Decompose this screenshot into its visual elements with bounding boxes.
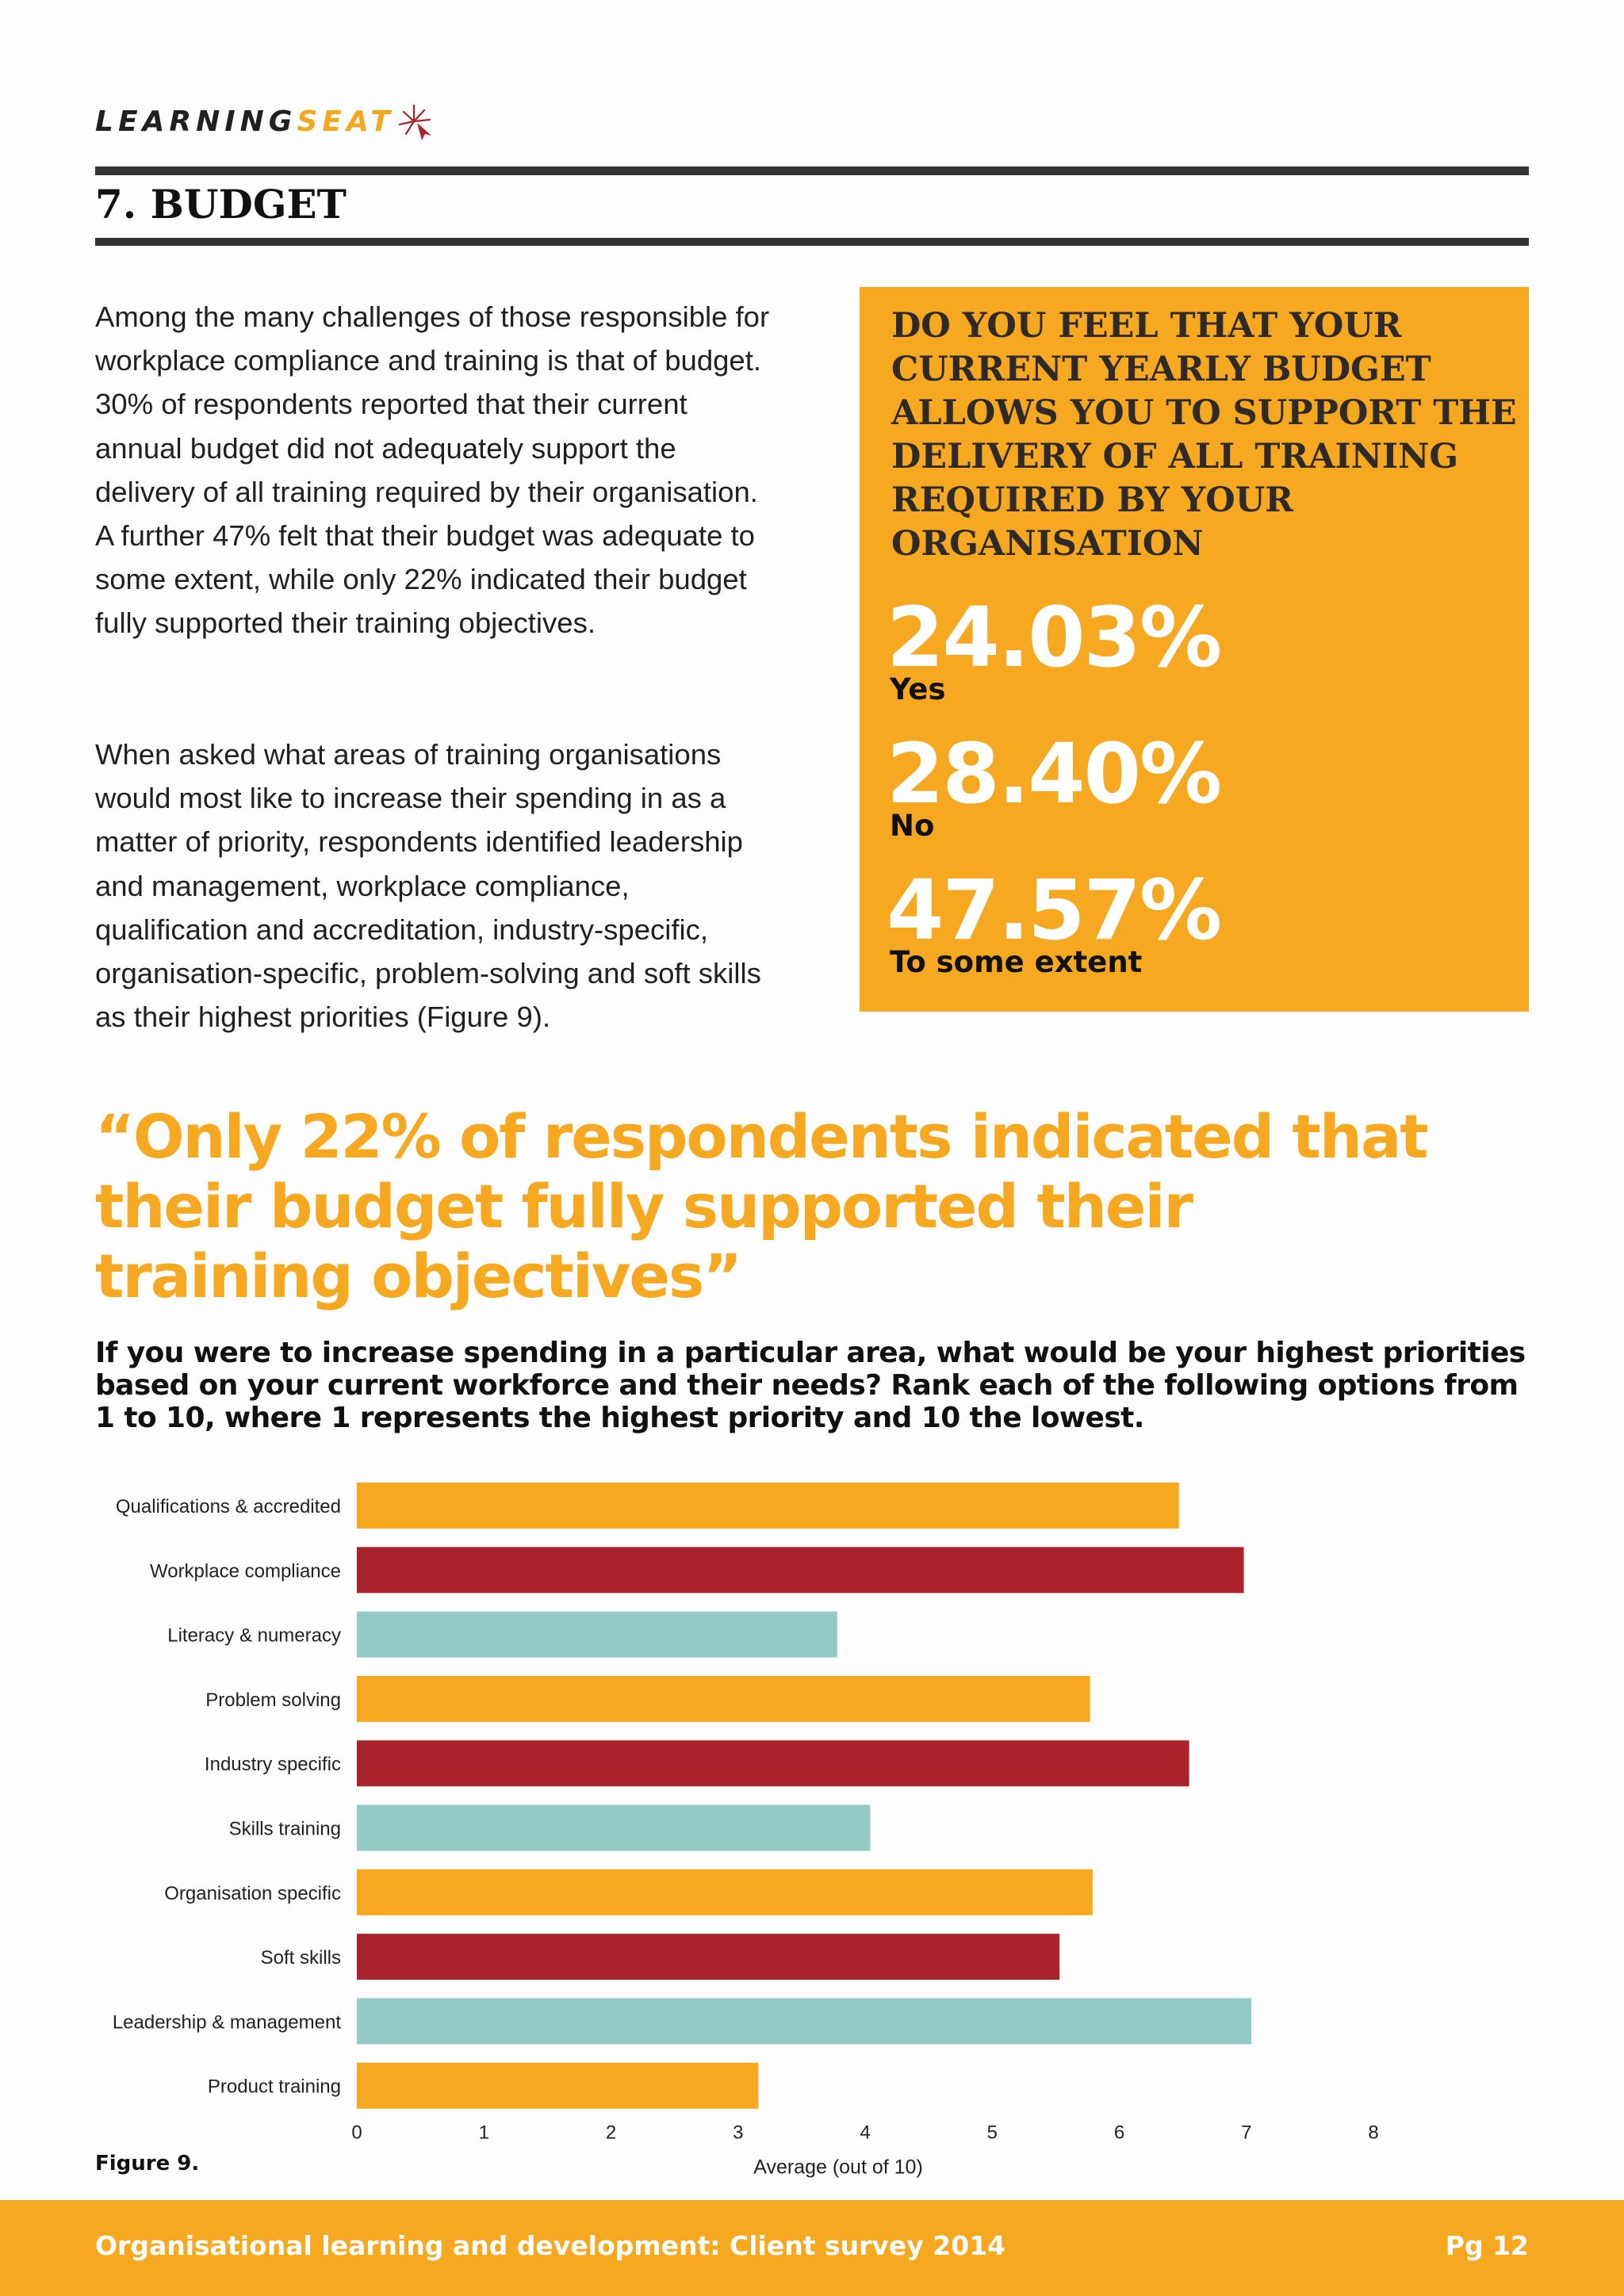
chart-question: If you were to increase spending in a pa… [95, 1337, 1526, 1434]
stat-yes-value: 24.03% [887, 589, 1222, 686]
category-label: Literacy & numeracy [167, 1625, 341, 1647]
x-tick-label: 7 [1241, 2122, 1251, 2144]
bar [357, 1740, 1189, 1787]
panel-question: DO YOU FEEL THAT YOUR CURRENT YEARLY BUD… [891, 306, 1517, 564]
logo-text-learning: LEARNING [95, 105, 297, 138]
x-tick-label: 1 [479, 2122, 489, 2144]
bar [357, 1998, 1252, 2045]
category-label: Qualifications & accredited [116, 1496, 341, 1517]
section-title: 7. BUDGET [95, 181, 347, 228]
x-tick-label: 0 [351, 2122, 362, 2144]
stat-yes-label: Yes [890, 672, 946, 706]
category-label: Leadership & management [113, 2011, 342, 2033]
x-tick-label: 2 [606, 2122, 616, 2144]
x-axis-title: Average (out of 10) [753, 2156, 923, 2179]
bar [357, 1804, 871, 1851]
header-rule-top [95, 166, 1529, 175]
category-label: Workplace compliance [150, 1560, 341, 1582]
pull-quote: “Only 22% of respondents indicated that … [95, 1101, 1429, 1311]
category-label: Problem solving [205, 1689, 341, 1711]
category-label: Skills training [229, 1819, 341, 1840]
logo-wordmark: LEARNINGSEAT [95, 105, 395, 138]
x-tick-label: 6 [1114, 2122, 1124, 2144]
page-number: Pg 12 [1445, 2230, 1529, 2261]
body-paragraph-1: Among the many challenges of those respo… [95, 300, 770, 640]
bar [357, 1934, 1060, 1980]
bar [357, 1547, 1244, 1594]
figure-label: Figure 9. [95, 2152, 200, 2175]
learningseat-logo: LEARNINGSEAT [95, 101, 438, 141]
stat-some-extent-value: 47.57% [887, 862, 1222, 959]
stat-no-value: 28.40% [887, 725, 1222, 822]
x-tick-label: 5 [987, 2122, 998, 2144]
body-paragraph-2: When asked what areas of training organi… [95, 738, 761, 1034]
x-tick-label: 4 [860, 2122, 870, 2144]
category-label: Organisation specific [164, 1883, 341, 1904]
bar [357, 1611, 837, 1658]
category-label: Industry specific [205, 1754, 341, 1775]
category-label: Soft skills [261, 1947, 341, 1969]
budget-survey-panel: DO YOU FEEL THAT YOUR CURRENT YEARLY BUD… [860, 287, 1529, 1012]
stat-no-label: No [890, 809, 935, 843]
bar [357, 2062, 759, 2109]
x-tick-label: 3 [733, 2122, 743, 2144]
star-cursor-icon [398, 104, 431, 140]
footer-bar: Organisational learning and development:… [0, 2200, 1624, 2296]
header-rule-bottom [95, 238, 1529, 246]
bar [357, 1869, 1093, 1915]
logo-text-seat: SEAT [297, 105, 395, 138]
stat-some-extent-label: To some extent [890, 945, 1143, 979]
x-tick-label: 8 [1368, 2122, 1378, 2144]
priorities-bar-chart: Qualifications & accredited Workplace com… [113, 1483, 1379, 2179]
footer-title: Organisational learning and development:… [95, 2230, 1006, 2261]
category-label: Product training [208, 2076, 341, 2098]
bar [357, 1483, 1179, 1529]
bar [357, 1675, 1090, 1722]
